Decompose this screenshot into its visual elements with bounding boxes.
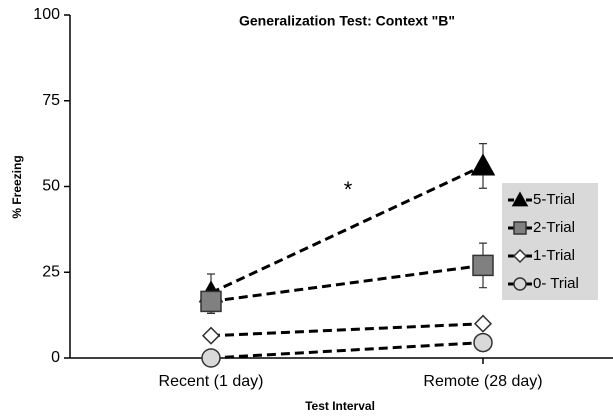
legend-marker [513,277,527,291]
y-axis-label: % Freezing [10,155,24,218]
data-point [201,326,221,345]
data-point [200,290,222,313]
series-line [210,164,484,295]
y-tick-label: 75 [42,92,60,109]
x-tick-label: Recent (1 day) [159,373,264,390]
legend-marker [513,221,527,235]
legend-marker [512,248,528,264]
data-point [470,153,496,176]
x-axis-label: Test Interval [305,399,375,413]
data-point [473,314,493,333]
legend-label: 2-Trial [533,219,575,236]
data-point [472,254,494,277]
data-point [201,348,221,368]
legend-marker [511,191,529,207]
legend-label: 0- Trial [533,275,579,292]
y-tick-label: 25 [42,263,60,280]
x-tick-label: Remote (28 day) [423,373,542,390]
chart-title: Generalization Test: Context "B" [239,13,455,29]
annotation: * [344,177,353,202]
series-line [210,263,484,303]
y-tick-label: 100 [33,6,60,23]
y-tick-label: 0 [51,349,60,366]
series-line [210,322,484,338]
legend-label: 5-Trial [533,191,575,208]
series-line [210,341,484,360]
y-tick-label: 50 [42,178,60,195]
legend-label: 1-Trial [533,247,575,264]
data-point [473,332,493,353]
